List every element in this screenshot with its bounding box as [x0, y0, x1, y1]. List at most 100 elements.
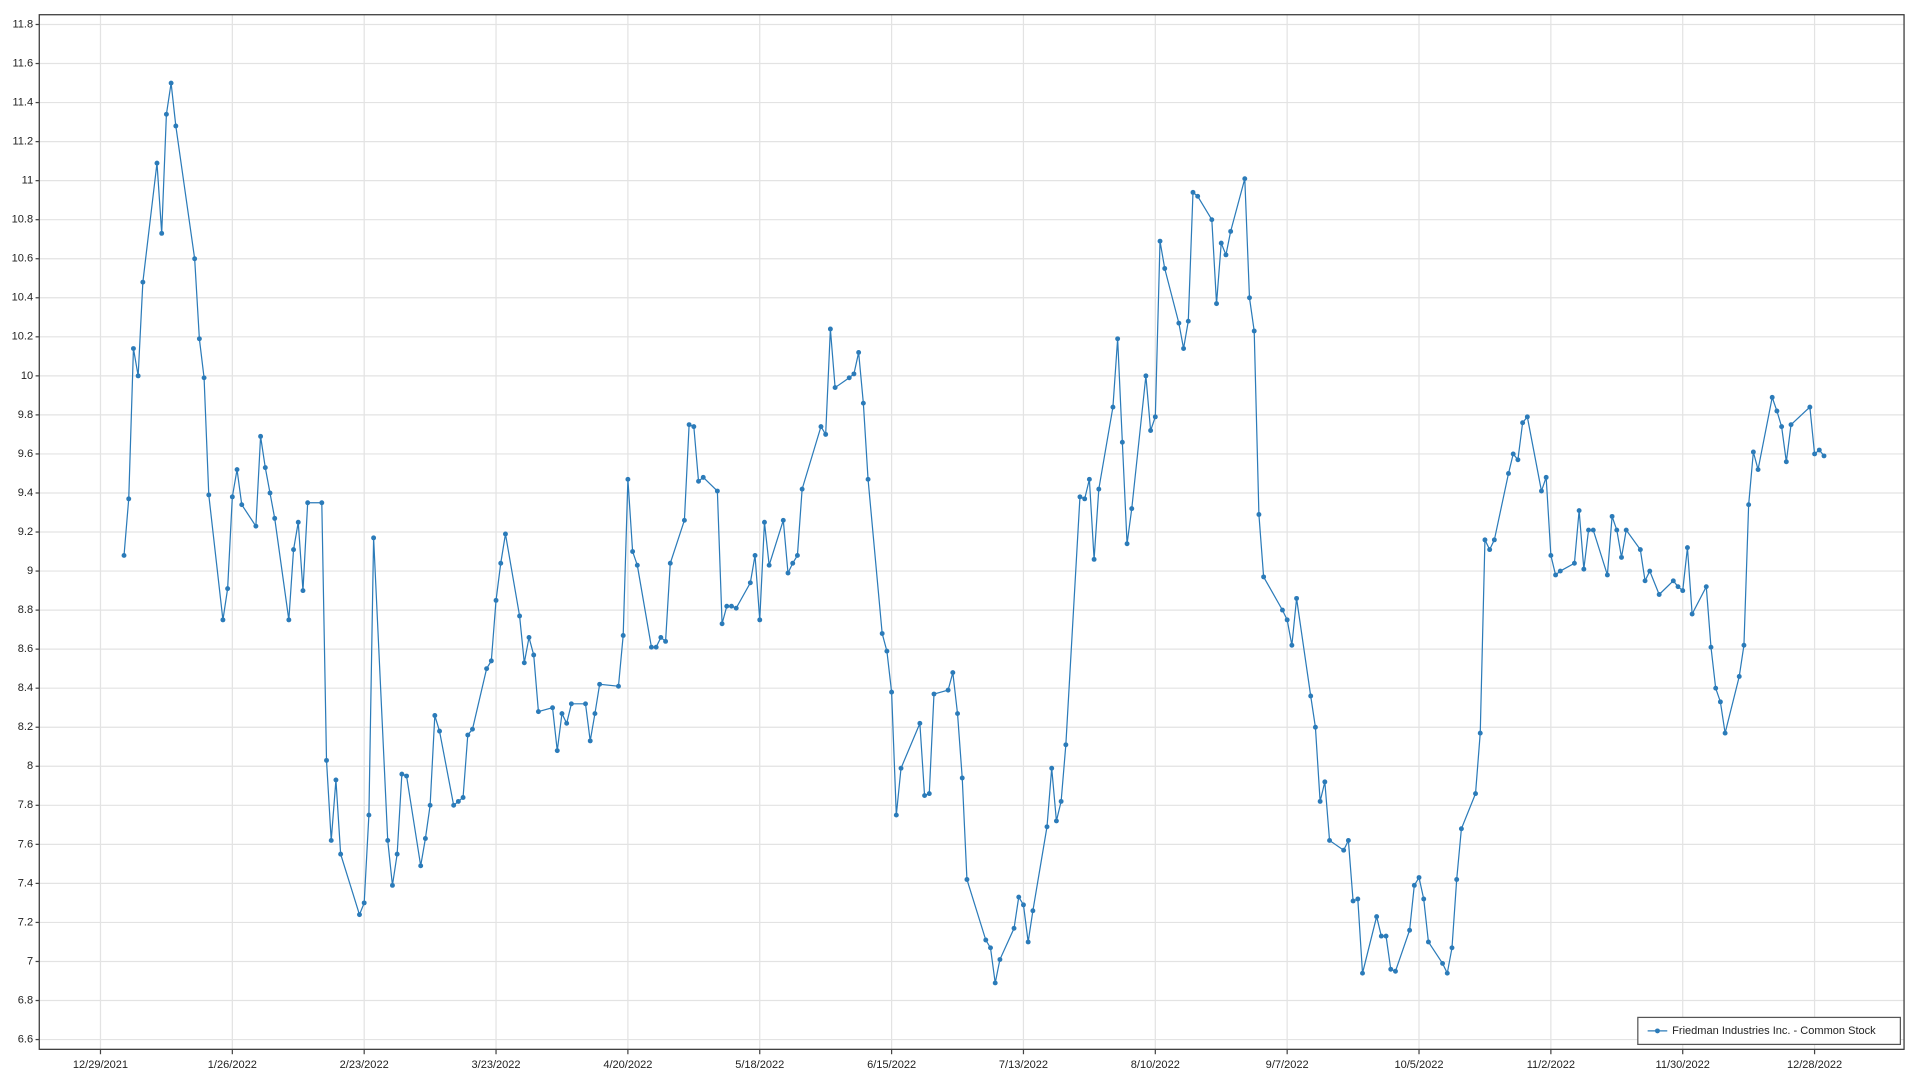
- data-point: [130, 346, 136, 351]
- data-point: [955, 711, 960, 717]
- data-point: [785, 570, 791, 576]
- data-point: [564, 720, 570, 726]
- data-point: [253, 523, 259, 529]
- data-point: [1604, 572, 1610, 578]
- data-point: [658, 634, 664, 640]
- data-point: [1609, 513, 1615, 519]
- data-point: [1750, 449, 1756, 455]
- data-point: [1242, 176, 1248, 182]
- data-point: [1218, 240, 1224, 246]
- data-point: [371, 535, 377, 541]
- data-point: [1152, 414, 1158, 420]
- legend-box: [1637, 1016, 1901, 1046]
- data-point: [879, 631, 885, 636]
- data-point: [1021, 902, 1026, 908]
- data-point: [1482, 537, 1488, 543]
- data-point: [733, 605, 739, 611]
- data-point: [719, 621, 725, 627]
- y-tick-label: 9.6: [18, 448, 33, 460]
- data-point: [1821, 453, 1827, 459]
- x-tick-label: 4/20/2022: [603, 1059, 652, 1071]
- data-point: [747, 580, 753, 586]
- x-tick-label: 12/29/2021: [73, 1059, 128, 1071]
- data-point: [884, 648, 890, 654]
- y-tick-label: 10: [21, 370, 33, 382]
- x-tick-label: 10/5/2022: [1394, 1059, 1443, 1071]
- data-point: [554, 748, 560, 754]
- data-point: [422, 836, 428, 841]
- data-point: [950, 670, 956, 676]
- data-point: [1247, 295, 1252, 301]
- data-point: [1477, 730, 1483, 736]
- legend-marker: [1655, 1028, 1660, 1034]
- data-point: [1025, 939, 1031, 945]
- data-point: [258, 433, 264, 439]
- y-tick-label: 9.4: [18, 487, 33, 499]
- data-point: [856, 349, 862, 355]
- x-tick-label: 1/26/2022: [208, 1059, 257, 1071]
- data-point: [1411, 882, 1417, 888]
- data-point: [338, 851, 344, 857]
- x-tick-label: 9/7/2022: [1266, 1059, 1309, 1071]
- data-point: [898, 765, 904, 771]
- data-point: [1345, 837, 1351, 843]
- data-point: [860, 400, 866, 406]
- data-point: [1487, 547, 1493, 553]
- data-point: [1425, 939, 1431, 945]
- data-point: [1746, 502, 1752, 508]
- data-point: [1355, 896, 1361, 902]
- data-point: [1586, 527, 1591, 533]
- data-point: [1553, 572, 1559, 578]
- data-point: [1280, 607, 1285, 613]
- data-point: [1703, 584, 1709, 590]
- data-point: [1383, 933, 1389, 939]
- data-point: [964, 877, 970, 882]
- data-point: [1407, 927, 1413, 933]
- data-point: [1327, 837, 1332, 843]
- data-point: [832, 385, 838, 391]
- y-tick-label: 8.6: [18, 643, 33, 655]
- data-point: [1741, 642, 1747, 648]
- data-point: [550, 705, 556, 711]
- data-point: [889, 689, 895, 695]
- data-point: [630, 549, 636, 554]
- data-point: [404, 773, 410, 779]
- data-point: [648, 644, 654, 650]
- data-point: [790, 560, 796, 566]
- data-point: [592, 711, 598, 717]
- data-point: [135, 373, 141, 379]
- data-point: [1077, 494, 1083, 500]
- x-tick-label: 12/28/2022: [1787, 1059, 1842, 1071]
- data-point: [234, 467, 240, 473]
- data-point: [418, 863, 424, 869]
- data-point: [714, 488, 720, 494]
- data-point: [568, 701, 574, 707]
- data-point: [427, 802, 433, 808]
- data-point: [389, 882, 395, 888]
- data-point: [498, 560, 504, 566]
- data-point: [201, 375, 207, 381]
- data-point: [460, 795, 466, 800]
- data-point: [696, 478, 701, 484]
- data-point: [432, 713, 438, 718]
- y-tick-label: 11.2: [12, 136, 33, 148]
- data-point: [762, 519, 767, 525]
- series-line: [123, 82, 1825, 984]
- data-point: [1581, 566, 1587, 572]
- data-point: [1341, 847, 1347, 853]
- data-point: [1016, 894, 1022, 900]
- data-point: [1284, 617, 1290, 623]
- data-point: [1214, 301, 1219, 307]
- data-point: [1063, 742, 1069, 748]
- data-point: [851, 371, 857, 377]
- data-point: [1548, 552, 1554, 558]
- legend: Friedman Industries Inc. - Common Stock: [1637, 1016, 1901, 1046]
- y-tick-label: 8.8: [18, 604, 33, 616]
- data-point: [686, 422, 692, 428]
- data-point: [465, 732, 471, 738]
- data-point: [653, 644, 659, 650]
- data-point: [399, 771, 405, 777]
- data-point: [192, 256, 198, 262]
- y-tick-label: 6.8: [18, 994, 33, 1006]
